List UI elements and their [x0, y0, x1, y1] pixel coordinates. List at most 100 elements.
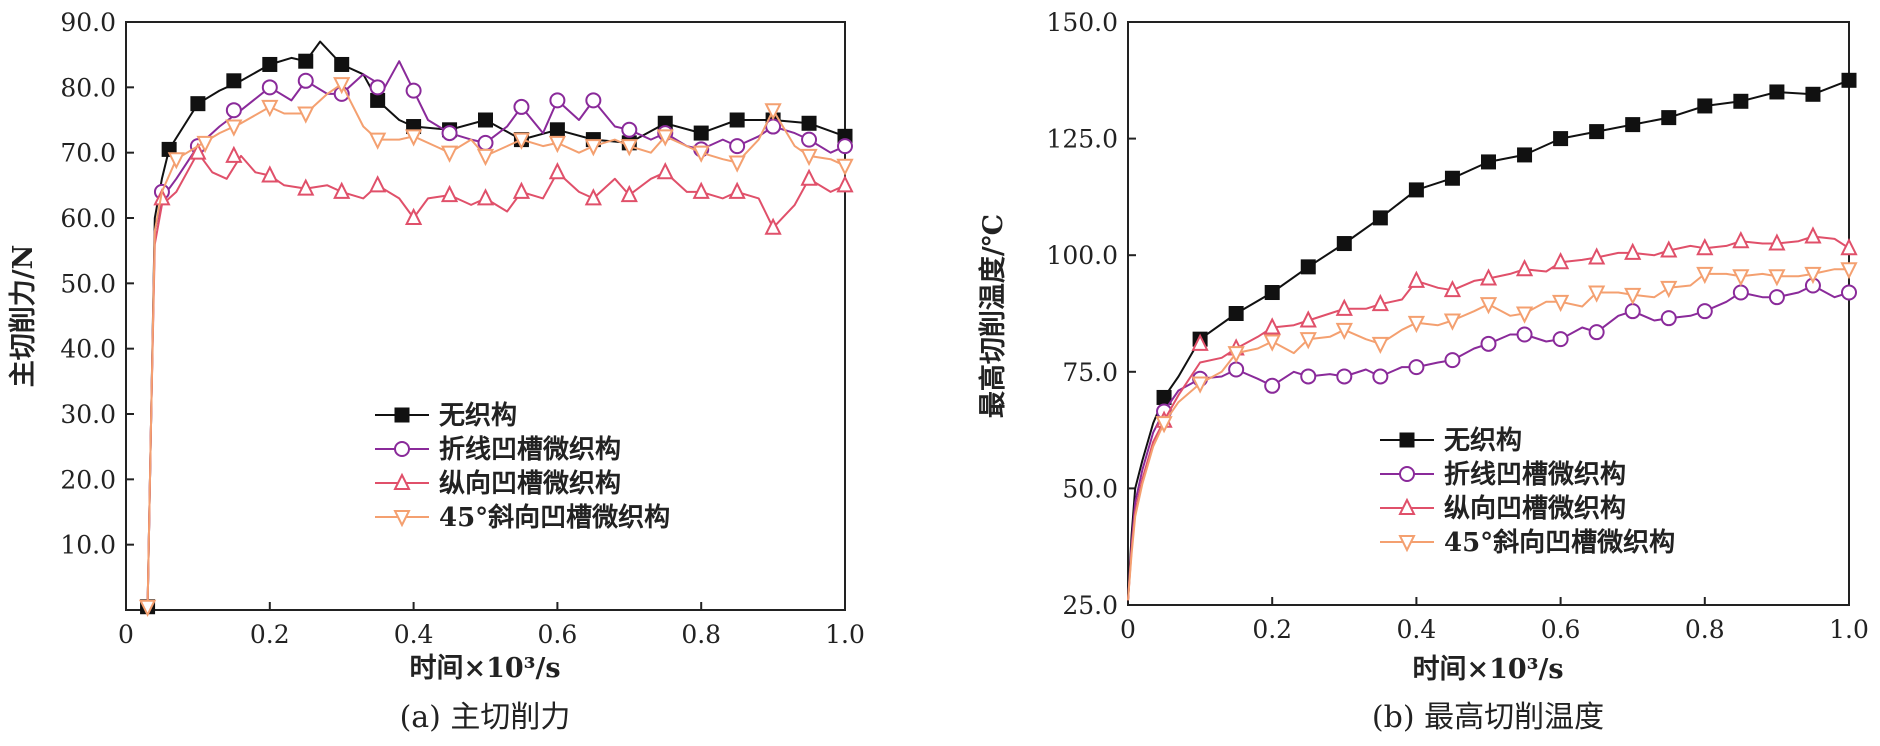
y-tick-label: 100.0 [1046, 241, 1118, 270]
data-point [764, 217, 782, 235]
data-point [1660, 240, 1678, 258]
plot-frame [125, 21, 846, 611]
data-point [1335, 322, 1353, 341]
data-point [729, 112, 745, 128]
legend-label: 无织构 [1444, 425, 1522, 456]
data-point [1481, 154, 1496, 170]
x-tick-label: 0.8 [1685, 615, 1725, 644]
legend-label: 折线凹槽微织构 [1444, 459, 1626, 490]
data-point [1155, 416, 1173, 434]
series-2 [146, 142, 854, 607]
legend-item: 无织构 [1380, 425, 1522, 456]
data-point [298, 53, 314, 69]
data-point [548, 162, 567, 180]
data-point [1300, 259, 1316, 275]
data-point [1264, 377, 1281, 394]
data-point [1696, 266, 1714, 285]
legend-marker [394, 441, 410, 457]
data-point [1553, 131, 1569, 147]
data-point [297, 178, 315, 196]
data-point [656, 129, 674, 147]
data-point [1697, 98, 1713, 114]
data-point [729, 138, 746, 155]
y-tick-label: 60.0 [60, 204, 116, 233]
data-point [1840, 262, 1858, 280]
y-tick-label: 80.0 [60, 73, 116, 102]
data-point [297, 72, 314, 89]
data-point [620, 139, 638, 157]
data-point [225, 119, 243, 137]
y-tick-label: 70.0 [60, 139, 116, 168]
data-point [261, 99, 279, 118]
data-point [1515, 306, 1534, 324]
data-point [584, 139, 602, 157]
data-point [728, 155, 746, 173]
data-point [1768, 269, 1786, 287]
y-tick-label: 50.0 [60, 269, 116, 298]
data-point [478, 112, 493, 128]
data-point [836, 158, 854, 176]
data-point [513, 98, 530, 115]
legend-label: 45°斜向凹槽微织构 [1444, 527, 1675, 558]
data-point [1480, 335, 1497, 352]
legend-item: 无织构 [375, 400, 517, 431]
data-point [1517, 147, 1533, 163]
y-tick-label: 20.0 [60, 465, 116, 494]
data-point [620, 184, 638, 203]
x-tick-label: 0 [118, 620, 134, 649]
data-point [836, 175, 854, 193]
data-point [440, 145, 459, 163]
data-point [1156, 389, 1172, 405]
x-tick-label: 0 [1120, 615, 1136, 644]
chart-panel-main-cutting-force: 0 0.2 0.4 0.6 0.8 1.0 10.0 20.0 30.0 40.0 50.0 60.0… [8, 8, 865, 735]
legend-item: 45°斜向凹槽微织构 [1380, 527, 1675, 558]
data-point [728, 181, 746, 199]
data-point [800, 168, 818, 186]
data-point [1336, 236, 1352, 252]
data-point [262, 56, 278, 72]
data-point [1408, 359, 1425, 376]
data-point [370, 92, 386, 108]
data-point [1588, 324, 1605, 341]
data-point [477, 134, 494, 151]
data-point [692, 181, 710, 199]
data-point [1300, 368, 1317, 385]
data-point [1335, 298, 1353, 316]
legend-item: 45°斜向凹槽微织构 [375, 502, 670, 533]
data-point [441, 125, 458, 142]
x-tick-label: 0.2 [1252, 615, 1292, 644]
data-point [369, 79, 386, 96]
x-tick-label: 0.4 [394, 620, 434, 649]
x-tick-label: 0.2 [250, 620, 290, 649]
data-point [1299, 332, 1317, 350]
data-point [692, 145, 710, 163]
series-layer [138, 40, 854, 617]
legend-label: 无织构 [439, 400, 517, 431]
legend-label: 纵向凹槽微织构 [1444, 493, 1626, 524]
data-point [1371, 336, 1389, 355]
series-line [146, 151, 846, 607]
y-tick-label: 125.0 [1046, 125, 1118, 154]
tick-group: 0 0.2 0.4 0.6 0.8 1.0 25.0 50.0 75.0 100.0 125.0 15… [1046, 8, 1868, 644]
x-axis-label: 时间×10³/s [409, 653, 560, 684]
data-point [333, 77, 351, 95]
data-point [1516, 326, 1533, 343]
x-tick-label: 0.6 [1541, 615, 1581, 644]
series-0 [1127, 72, 1857, 601]
data-point [153, 188, 171, 206]
data-point [1624, 303, 1641, 320]
data-point [1479, 268, 1498, 286]
y-axis-label: 主切削力/N [8, 245, 39, 388]
data-point [1552, 331, 1569, 348]
data-point [1841, 72, 1857, 88]
data-point [1589, 124, 1605, 140]
data-point [1732, 284, 1749, 301]
data-point [1263, 317, 1281, 335]
data-point [1768, 289, 1785, 306]
legend-label: 折线凹槽微织构 [439, 434, 621, 465]
data-point [1515, 258, 1534, 277]
data-point [800, 148, 818, 167]
data-point [1228, 361, 1245, 378]
